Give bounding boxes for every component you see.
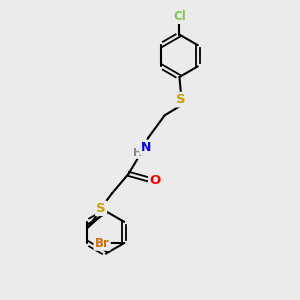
Text: O: O — [149, 174, 161, 187]
Text: S: S — [96, 202, 106, 215]
Text: Cl: Cl — [173, 10, 186, 23]
Text: H: H — [133, 148, 142, 158]
Text: Br: Br — [95, 236, 110, 250]
Text: S: S — [176, 93, 186, 106]
Text: N: N — [140, 141, 151, 154]
